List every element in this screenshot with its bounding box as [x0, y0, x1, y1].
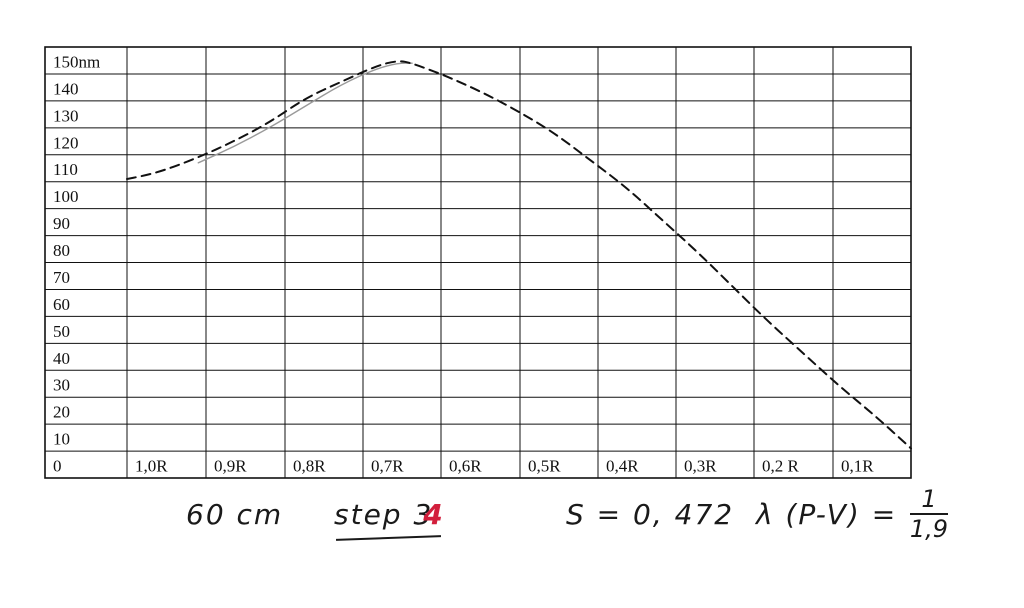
- x-tick-label: 0,9R: [214, 457, 247, 476]
- y-tick-label: 70: [53, 268, 70, 287]
- x-tick-label: 0,4R: [606, 457, 639, 476]
- x-tick-label: 1,0R: [135, 457, 168, 476]
- fraction-bar: [910, 513, 948, 515]
- lambda-fraction: 1 1,9: [906, 486, 952, 542]
- y-tick-label: 60: [53, 295, 70, 314]
- y-tick-label: 140: [53, 79, 79, 98]
- chart-series: [126, 60, 912, 450]
- x-tick-label: 0,2 R: [762, 457, 800, 476]
- step-correction: 4: [423, 498, 445, 531]
- y-tick-label: 40: [53, 349, 70, 368]
- y-tick-label: 120: [53, 133, 79, 152]
- corner-label: 0: [53, 457, 62, 476]
- y-tick-label: 90: [53, 214, 70, 233]
- y-tick-label: 20: [53, 403, 70, 422]
- y-tick-label: 150nm: [53, 52, 100, 71]
- s-value-note: S = 0, 472: [566, 498, 735, 531]
- lambda-note: λ (P-V) =: [756, 498, 898, 531]
- chart-grid: [44, 46, 912, 479]
- series-line-solid: [197, 62, 413, 164]
- y-tick-label: 10: [53, 430, 70, 449]
- y-tick-label: 130: [53, 106, 79, 125]
- x-tick-label: 0,1R: [841, 457, 874, 476]
- x-tick-label: 0,5R: [528, 457, 561, 476]
- step-note: step 34: [334, 498, 445, 541]
- x-tick-label: 0,7R: [371, 457, 404, 476]
- fraction-denominator: 1,9: [909, 515, 949, 543]
- distance-note: 60 cm: [186, 498, 284, 531]
- y-tick-label: 50: [53, 322, 70, 341]
- y-tick-label: 80: [53, 241, 70, 260]
- series-line-dashed: [126, 60, 912, 450]
- y-tick-label: 30: [53, 376, 70, 395]
- step-text: step 3: [334, 498, 434, 531]
- y-tick-label: 100: [53, 187, 79, 206]
- fraction-numerator: 1: [921, 485, 937, 513]
- x-tick-label: 0,6R: [449, 457, 482, 476]
- x-tick-label: 0,3R: [684, 457, 717, 476]
- y-tick-label: 110: [53, 160, 78, 179]
- x-tick-label: 0,8R: [293, 457, 326, 476]
